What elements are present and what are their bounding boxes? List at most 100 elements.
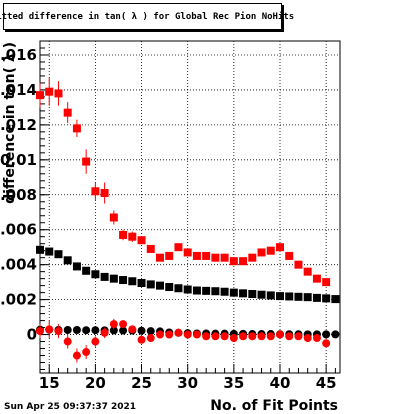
data-point	[119, 276, 128, 285]
data-point	[119, 326, 128, 335]
data-point	[82, 266, 91, 275]
data-point	[137, 236, 146, 245]
date-stamp: Sun Apr 25 09:37:37 2021	[4, 402, 136, 412]
data-point	[257, 332, 266, 341]
x-tick-label: 40	[270, 374, 291, 392]
data-point	[211, 287, 220, 296]
data-point	[229, 334, 238, 343]
data-point	[174, 328, 183, 337]
y-tick-label: 0.012	[0, 116, 37, 134]
data-point	[165, 330, 174, 339]
data-point	[276, 243, 284, 252]
data-point	[63, 326, 72, 335]
data-point	[72, 326, 81, 335]
data-point	[174, 284, 183, 293]
data-point	[312, 334, 321, 343]
data-point	[183, 330, 192, 339]
data-point	[91, 270, 100, 279]
data-point	[137, 279, 146, 288]
data-point	[239, 332, 248, 341]
series-2	[36, 245, 340, 304]
data-point	[285, 332, 294, 341]
data-point	[174, 243, 183, 252]
y-tick-label: 0.016	[0, 46, 37, 64]
data-point	[294, 260, 303, 269]
chart-title-box: Fitted difference in tan( λ ) for Global…	[0, 3, 294, 30]
data-point	[45, 247, 54, 256]
data-point	[45, 87, 54, 96]
data-point	[239, 289, 248, 298]
data-point	[63, 337, 72, 346]
data-point	[303, 267, 312, 276]
data-point	[248, 290, 257, 299]
y-tick-label: 0.01	[0, 151, 37, 169]
x-tick-label: 25	[131, 374, 152, 392]
data-point	[63, 108, 72, 117]
data-point	[192, 330, 201, 339]
data-point	[192, 251, 201, 260]
data-point	[91, 337, 100, 346]
x-tick-label: 20	[85, 374, 106, 392]
y-axis-title: difference in tan( λ )	[2, 42, 18, 204]
data-point	[156, 253, 164, 262]
data-point	[331, 330, 340, 339]
data-points	[36, 77, 340, 363]
data-point	[128, 277, 137, 286]
data-point	[109, 326, 118, 335]
data-point	[322, 294, 331, 303]
data-point	[165, 283, 174, 292]
data-point	[211, 332, 220, 341]
x-tick-label: 35	[223, 374, 244, 392]
data-point	[303, 334, 312, 343]
data-point	[146, 244, 155, 253]
y-tick-label: 0.004	[0, 256, 37, 274]
data-point	[54, 89, 63, 98]
data-point	[276, 292, 284, 301]
series-1	[36, 77, 331, 287]
data-point	[82, 326, 91, 335]
data-point	[72, 124, 81, 133]
data-point	[248, 253, 257, 262]
y-tick-label: 0.014	[0, 81, 37, 99]
data-point	[220, 287, 229, 296]
data-point	[128, 325, 137, 334]
data-point	[285, 292, 294, 301]
data-point	[82, 157, 91, 166]
x-tick-label: 15	[39, 374, 60, 392]
data-point	[137, 326, 146, 335]
data-point	[266, 332, 275, 341]
data-point	[285, 251, 294, 260]
data-point	[119, 230, 128, 239]
data-point	[257, 248, 266, 257]
data-point	[229, 257, 238, 266]
data-point	[202, 286, 211, 295]
data-point	[146, 280, 155, 289]
y-tick-label: 0.002	[0, 291, 37, 309]
data-point	[82, 348, 91, 357]
x-tick-label: 45	[316, 374, 337, 392]
data-point	[54, 327, 63, 336]
data-point	[156, 330, 164, 339]
plot-frame	[39, 40, 341, 374]
data-point	[220, 253, 229, 262]
data-point	[109, 274, 118, 283]
data-point	[72, 351, 81, 360]
data-point	[220, 332, 229, 341]
data-point	[128, 232, 137, 241]
data-point	[294, 292, 303, 301]
data-point	[183, 248, 192, 257]
data-point	[266, 246, 275, 255]
chart-title: Fitted difference in tan( λ ) for Global…	[0, 11, 295, 22]
data-point	[294, 332, 303, 341]
data-point	[36, 245, 44, 254]
data-point	[36, 327, 44, 336]
data-point	[322, 278, 331, 287]
data-point	[202, 332, 211, 341]
data-point	[266, 291, 275, 300]
data-point	[183, 285, 192, 294]
data-point	[63, 256, 72, 265]
series-4	[36, 318, 331, 363]
data-point	[91, 187, 100, 196]
data-point	[137, 335, 146, 344]
